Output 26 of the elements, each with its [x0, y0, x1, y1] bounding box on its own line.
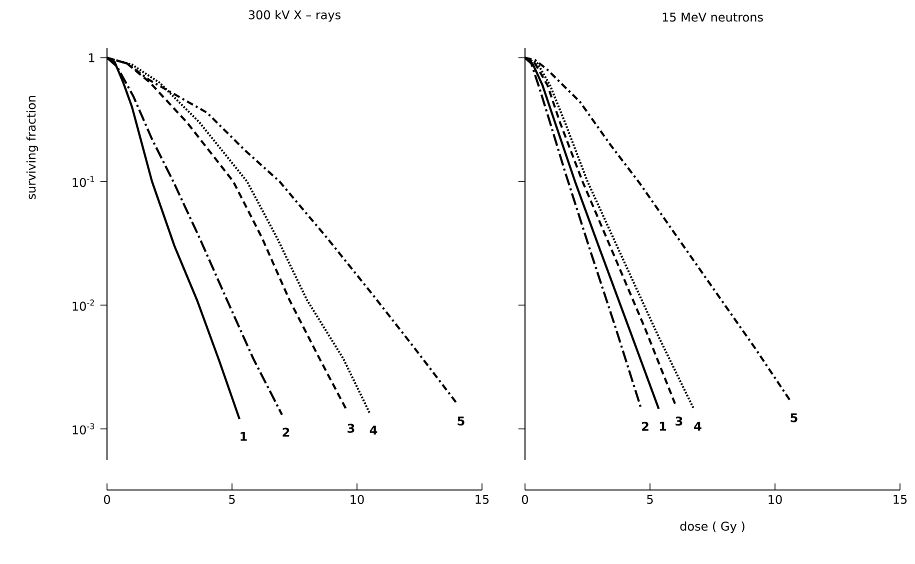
x-tick-label: 10: [350, 494, 364, 504]
chart-title: 300 kV X – rays: [248, 10, 340, 22]
series-label: 4: [694, 422, 702, 431]
y-tick-label: 1: [89, 53, 94, 62]
x-tick-label: 10: [768, 494, 782, 504]
series-label: 1: [240, 432, 247, 441]
x-tick-label: 0: [104, 494, 110, 504]
x-tick-label: 15: [894, 494, 907, 504]
x-tick-label: 0: [522, 494, 528, 504]
x-tick-label: 5: [647, 494, 653, 504]
series-label: 3: [348, 424, 354, 433]
series-label: 1: [660, 422, 666, 431]
y-tick-label: 10$^{-1}$: [72, 176, 94, 188]
series-label: 2: [282, 428, 290, 437]
series-label: 5: [458, 416, 464, 426]
x-axis-title: dose ( Gy ): [680, 521, 744, 534]
series-label: 4: [370, 426, 378, 434]
x-tick-label: 5: [229, 494, 235, 504]
y-axis-title: surviving fraction: [26, 96, 38, 200]
y-tick-label: 10$^{-2}$: [72, 300, 94, 311]
x-tick-label: 15: [476, 494, 489, 504]
series-label: 3: [676, 416, 682, 426]
chart-title: 15 MeV neutrons: [662, 12, 763, 22]
series-label: 5: [790, 413, 798, 422]
series-label: 2: [642, 422, 648, 431]
y-tick-label: 10$^{-3}$: [72, 423, 94, 434]
